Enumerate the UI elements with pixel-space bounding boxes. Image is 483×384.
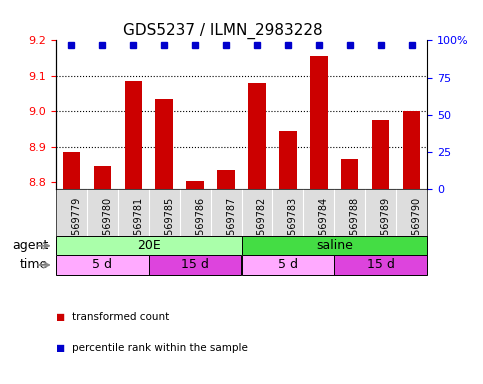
Text: GSM569782: GSM569782 bbox=[257, 196, 267, 256]
Bar bbox=[62, 152, 80, 189]
Bar bbox=[56, 255, 149, 275]
Text: GSM569780: GSM569780 bbox=[102, 196, 112, 255]
Bar bbox=[242, 236, 427, 255]
Text: saline: saline bbox=[316, 239, 353, 252]
Bar bbox=[217, 170, 235, 189]
Bar bbox=[186, 180, 203, 189]
Text: 5 d: 5 d bbox=[278, 258, 298, 271]
Text: GSM569781: GSM569781 bbox=[133, 196, 143, 255]
Text: 15 d: 15 d bbox=[367, 258, 395, 271]
Bar bbox=[403, 111, 421, 189]
Text: GSM569786: GSM569786 bbox=[195, 196, 205, 255]
Text: GSM569789: GSM569789 bbox=[381, 196, 391, 255]
Text: GSM569784: GSM569784 bbox=[319, 196, 329, 255]
Text: GSM569783: GSM569783 bbox=[288, 196, 298, 255]
Text: 20E: 20E bbox=[137, 239, 160, 252]
Bar bbox=[372, 120, 389, 189]
Text: transformed count: transformed count bbox=[72, 312, 170, 322]
Bar bbox=[334, 255, 427, 275]
Text: time: time bbox=[20, 258, 48, 271]
Bar bbox=[94, 166, 111, 189]
Text: percentile rank within the sample: percentile rank within the sample bbox=[72, 343, 248, 353]
Bar bbox=[156, 99, 172, 189]
Bar bbox=[125, 81, 142, 189]
Text: ◼: ◼ bbox=[56, 312, 65, 322]
Title: GDS5237 / ILMN_2983228: GDS5237 / ILMN_2983228 bbox=[123, 23, 323, 39]
Text: 15 d: 15 d bbox=[181, 258, 209, 271]
Bar bbox=[149, 255, 242, 275]
Text: 5 d: 5 d bbox=[92, 258, 112, 271]
Text: GSM569787: GSM569787 bbox=[226, 196, 236, 256]
Text: GSM569790: GSM569790 bbox=[412, 196, 422, 255]
Bar bbox=[341, 159, 358, 189]
Bar bbox=[56, 236, 242, 255]
Text: GSM569779: GSM569779 bbox=[71, 196, 81, 256]
Bar bbox=[311, 56, 327, 189]
Text: ◼: ◼ bbox=[56, 343, 65, 353]
Bar bbox=[248, 83, 266, 189]
Text: GSM569785: GSM569785 bbox=[164, 196, 174, 256]
Bar bbox=[280, 131, 297, 189]
Bar bbox=[242, 255, 334, 275]
Text: agent: agent bbox=[12, 239, 48, 252]
Text: GSM569788: GSM569788 bbox=[350, 196, 360, 255]
